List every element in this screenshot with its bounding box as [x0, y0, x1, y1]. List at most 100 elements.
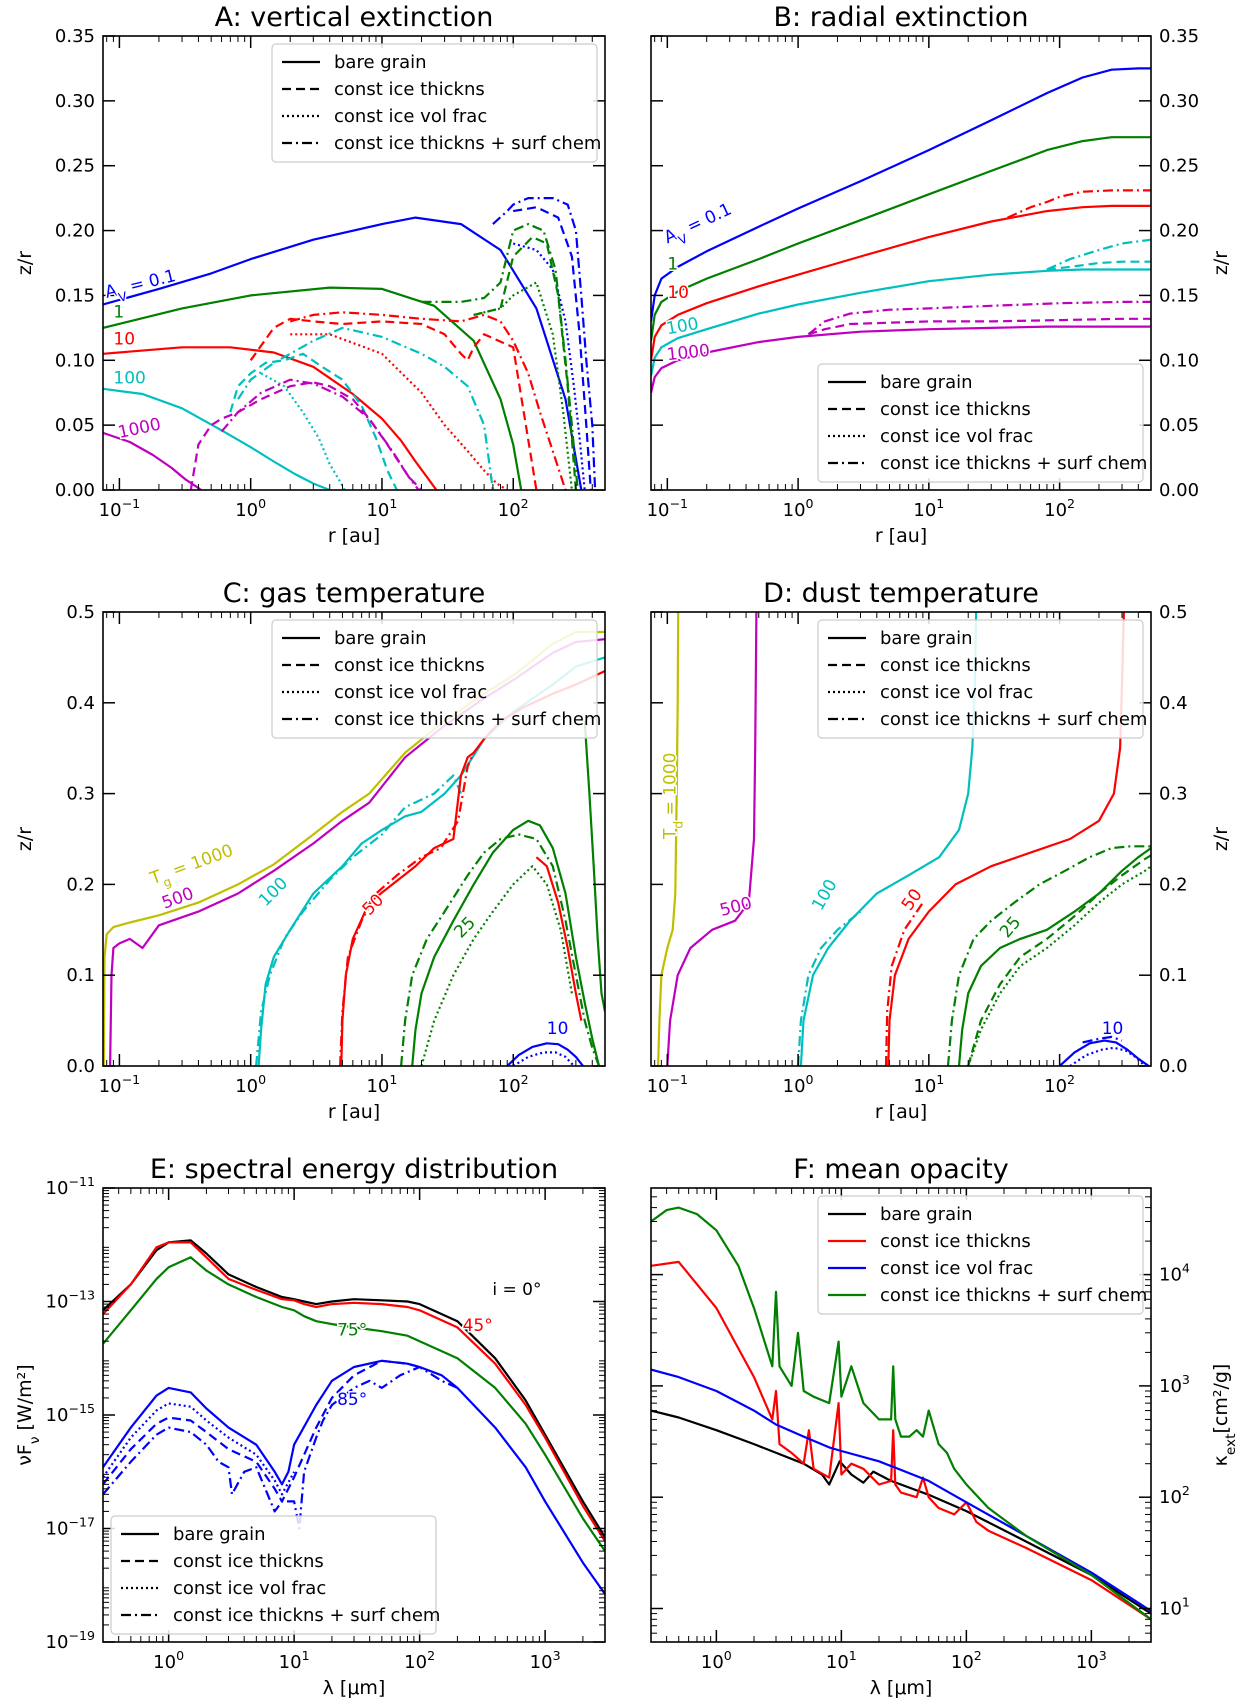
series-group [657, 612, 1151, 1066]
y-axis: 0.00 0.05 0.10 0.15 0.20 0.25 0.30 0.35 z/r [14, 26, 605, 501]
y-tick-label: 0.1 [66, 965, 95, 986]
y-tick-label: 101 [1159, 1594, 1190, 1619]
x-tick-label: 100 [235, 1072, 266, 1097]
curve-label: 10 [547, 1019, 569, 1039]
y-axis: 0.0 0.1 0.2 0.3 0.4 0.5 z/r [651, 602, 1232, 1077]
series-line [535, 856, 583, 1021]
legend: bare grain const ice thickns const ice vol… [817, 1195, 1147, 1315]
legend-label: const ice thickns + surf chem [334, 709, 601, 730]
series-line [651, 268, 1151, 377]
legend-label: bare grain [334, 628, 427, 649]
legend-label: const ice vol frac [334, 106, 487, 127]
x-tick-label: 100 [235, 496, 266, 521]
curve-label: 45° [463, 1316, 493, 1336]
legend-label: const ice thickns [880, 399, 1031, 420]
legend: bare grain const ice thickns const ice vol… [817, 363, 1147, 483]
y-tick-label: 0.20 [55, 221, 95, 242]
series-line [666, 612, 758, 1066]
series-line [103, 1241, 605, 1542]
y-tick-label: 0.15 [1159, 285, 1199, 306]
legend-label: const ice thickns + surf chem [880, 453, 1147, 474]
series-line [339, 752, 475, 1066]
legend-label: const ice thickns + surf chem [173, 1605, 440, 1626]
y-tick-label: 0.25 [55, 156, 95, 177]
curve-label: 1000 [666, 341, 711, 365]
x-axis-label: r [au] [328, 1101, 380, 1123]
x-tick-label: 100 [701, 1648, 732, 1673]
x-tick-label: 10−1 [647, 1072, 688, 1097]
y-tick-label: 0.10 [1159, 350, 1199, 371]
legend-label: const ice vol frac [334, 682, 487, 703]
legend-label: const ice thickns [334, 655, 485, 676]
x-axis: 100 101 102 103 λ [μm] [650, 1188, 1152, 1699]
x-tick-label: 101 [366, 496, 397, 521]
series-line [420, 865, 573, 1066]
legend-label: const ice thickns + surf chem [880, 709, 1147, 730]
curve-label: Td = 1000 [660, 753, 685, 841]
x-tick-label: 100 [783, 496, 814, 521]
y-axis: 0.0 0.1 0.2 0.3 0.4 0.5 z/r [14, 602, 605, 1077]
curve-label: 10 [113, 330, 135, 350]
y-tick-label: 0.0 [1159, 1056, 1188, 1077]
series-line [797, 910, 862, 1066]
series-group [651, 67, 1151, 393]
series-line [220, 378, 420, 490]
series-line [799, 612, 978, 1066]
y-tick-label: 0.25 [1159, 156, 1199, 177]
curve-label: 75° [337, 1321, 367, 1341]
y-tick-label: 0.4 [66, 693, 95, 714]
legend: bare grain const ice thickns const ice vol… [271, 619, 601, 739]
series-group [103, 1239, 605, 1595]
x-tick-label: 100 [153, 1648, 184, 1673]
series-line [1082, 1035, 1123, 1044]
series-line [512, 242, 586, 490]
legend-box [271, 43, 598, 163]
y-axis-label: z/r [1210, 827, 1232, 851]
x-tick-label: 10−1 [647, 496, 688, 521]
y-tick-label: 0.0 [66, 1056, 95, 1077]
curve-label: 1000 [116, 414, 162, 443]
legend-label: const ice thickns [334, 79, 485, 100]
legend-label: bare grain [880, 1204, 973, 1225]
x-tick-label: 101 [913, 496, 944, 521]
series-line [290, 333, 508, 490]
y-tick-label: 0.30 [1159, 91, 1199, 112]
x-tick-label: 101 [279, 1648, 310, 1673]
x-tick-label: 102 [498, 1072, 529, 1097]
curve-label: Tg = 1000 [147, 841, 238, 894]
y-tick-label: 102 [1159, 1483, 1190, 1508]
series-line [229, 352, 398, 490]
y-tick-label: 0.00 [1159, 480, 1199, 501]
y-tick-label: 0.2 [1159, 874, 1188, 895]
legend-label: const ice thickns + surf chem [880, 1285, 1147, 1306]
series-line [255, 774, 463, 1066]
series-line [808, 317, 1151, 336]
y-tick-label: 0.05 [55, 415, 95, 436]
legend: bare grain const ice thickns const ice vol… [110, 1515, 440, 1635]
legend-box [110, 1515, 437, 1635]
legend-label: const ice thickns [880, 1231, 1031, 1252]
y-tick-label: 10−13 [46, 1287, 95, 1312]
legend-label: bare grain [880, 372, 973, 393]
series-line [887, 612, 1125, 1066]
series-line [651, 1368, 1151, 1612]
curve-label: 10 [1102, 1019, 1124, 1039]
y-tick-label: 0.1 [1159, 965, 1188, 986]
y-tick-label: 10−19 [46, 1628, 95, 1653]
x-tick-label: 100 [783, 1072, 814, 1097]
series-line [103, 1256, 605, 1552]
series-line [807, 300, 1151, 336]
y-tick-label: 0.3 [1159, 784, 1188, 805]
curve-label: 50 [898, 885, 927, 914]
y-tick-label: 0.3 [66, 784, 95, 805]
x-tick-label: 102 [404, 1648, 435, 1673]
y-axis: 10−19 10−17 10−15 10−13 10−11 νFν [W/m²] [14, 1174, 605, 1653]
legend-label: const ice thickns + surf chem [334, 133, 601, 154]
series-line [651, 325, 1151, 393]
series-line [103, 387, 331, 490]
